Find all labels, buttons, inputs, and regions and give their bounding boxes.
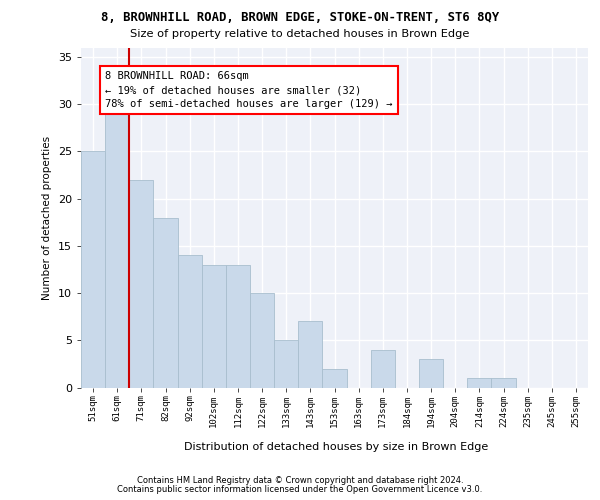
Bar xyxy=(129,180,154,388)
Bar xyxy=(226,264,250,388)
Bar xyxy=(250,293,274,388)
Text: Contains public sector information licensed under the Open Government Licence v3: Contains public sector information licen… xyxy=(118,485,482,494)
Text: 8 BROWNHILL ROAD: 66sqm
← 19% of detached houses are smaller (32)
78% of semi-de: 8 BROWNHILL ROAD: 66sqm ← 19% of detache… xyxy=(105,71,392,109)
Bar xyxy=(81,152,105,388)
Y-axis label: Number of detached properties: Number of detached properties xyxy=(42,136,52,300)
Bar xyxy=(105,114,129,388)
Text: Size of property relative to detached houses in Brown Edge: Size of property relative to detached ho… xyxy=(130,29,470,39)
Bar xyxy=(322,368,347,388)
Bar xyxy=(154,218,178,388)
Bar xyxy=(491,378,515,388)
Text: Distribution of detached houses by size in Brown Edge: Distribution of detached houses by size … xyxy=(184,442,488,452)
Bar xyxy=(298,322,322,388)
Text: 8, BROWNHILL ROAD, BROWN EDGE, STOKE-ON-TRENT, ST6 8QY: 8, BROWNHILL ROAD, BROWN EDGE, STOKE-ON-… xyxy=(101,11,499,24)
Bar xyxy=(178,256,202,388)
Bar xyxy=(202,264,226,388)
Bar xyxy=(371,350,395,388)
Bar xyxy=(419,359,443,388)
Bar xyxy=(274,340,298,388)
Bar xyxy=(467,378,491,388)
Text: Contains HM Land Registry data © Crown copyright and database right 2024.: Contains HM Land Registry data © Crown c… xyxy=(137,476,463,485)
